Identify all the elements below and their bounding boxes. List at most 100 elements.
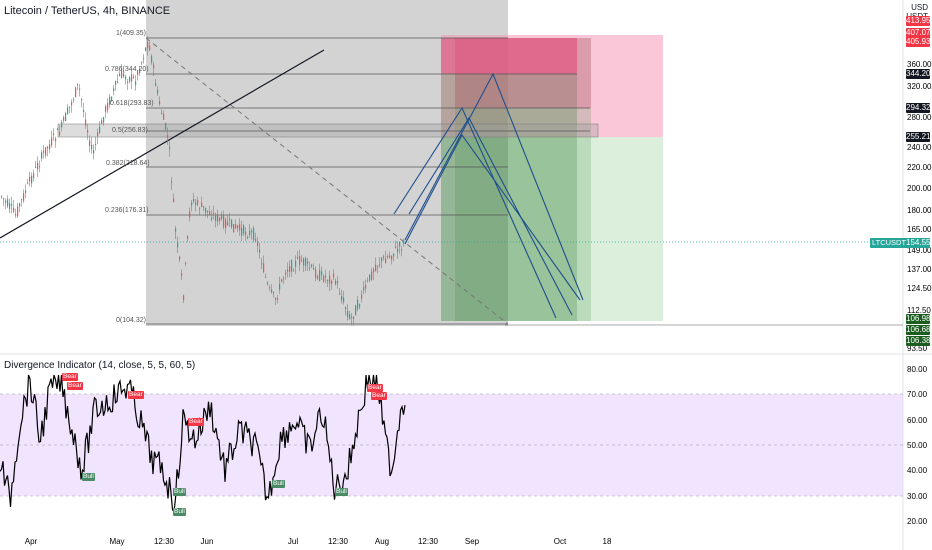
candle: [393, 253, 395, 262]
indicator-axis-label: 80.00: [907, 365, 928, 374]
candle: [227, 215, 229, 226]
candle: [383, 254, 385, 261]
price-tag: 294.32: [906, 103, 931, 113]
trendline[interactable]: [0, 49, 325, 239]
long-position-profit-zone[interactable]: [441, 137, 663, 321]
candle: [109, 94, 111, 108]
candle: [135, 75, 137, 91]
candle: [119, 70, 121, 77]
bear-badge: Bear: [367, 384, 383, 392]
candle: [69, 106, 71, 114]
candle: [275, 297, 277, 305]
candle: [95, 136, 97, 151]
date-axis-label: Sep: [465, 537, 480, 546]
symbol-title[interactable]: Litecoin / TetherUS, 4h, BINANCE: [4, 5, 171, 17]
candle: [335, 278, 337, 286]
candle: [63, 115, 65, 124]
rsi-line[interactable]: [0, 374, 406, 514]
candle: [45, 147, 47, 159]
candle: [145, 47, 147, 52]
candle: [71, 99, 73, 113]
candle: [121, 64, 123, 79]
candle: [151, 54, 153, 65]
candle: [307, 257, 309, 271]
candle: [339, 287, 341, 295]
bull-badge: Bull: [335, 488, 348, 496]
candle: [311, 263, 313, 269]
candle: [127, 78, 129, 91]
candle: [13, 200, 15, 214]
position-stop-box[interactable]: [441, 38, 577, 74]
candle: [247, 235, 249, 240]
candle: [329, 270, 331, 292]
candle: [123, 70, 125, 79]
candle: [293, 268, 295, 272]
position-stop-box-2[interactable]: [455, 38, 591, 108]
fib-level-label: 0.382(218.64): [106, 160, 150, 167]
position-overlay-1[interactable]: [441, 38, 577, 321]
candle: [31, 172, 33, 188]
candle: [17, 202, 19, 219]
indicator-title[interactable]: Divergence Indicator (14, close, 5, 5, 6…: [4, 360, 196, 371]
candle: [49, 139, 51, 153]
candle: [357, 295, 359, 312]
bull-badge: Bull: [173, 488, 186, 496]
fib-level-label: 0(104.32): [116, 317, 146, 324]
bull-badge: Bull: [82, 473, 95, 481]
candle: [355, 304, 357, 316]
candle: [245, 227, 247, 241]
candle: [57, 127, 59, 131]
candle: [189, 207, 191, 222]
candle: [391, 255, 393, 265]
candle: [317, 274, 319, 280]
candle: [163, 110, 165, 120]
fib-trend-line[interactable]: [145, 37, 509, 325]
candle: [159, 96, 161, 106]
candle: [1, 195, 3, 200]
candle: [9, 198, 11, 213]
candle: [321, 266, 323, 281]
price-tag: 344.20: [906, 69, 931, 79]
candle: [143, 54, 145, 64]
position-overlay-2[interactable]: [455, 38, 591, 321]
price-axis-label: 149.00: [907, 246, 932, 255]
candle: [263, 255, 265, 274]
candle: [319, 263, 321, 282]
price-axis-label: 165.00: [907, 225, 932, 234]
price-axis[interactable]: 360.00 320.00 280.00 240.00 220.00 200.00 180.…: [907, 60, 932, 353]
candle: [15, 208, 17, 218]
candle: [93, 144, 95, 160]
indicator-axis[interactable]: 80.00 70.00 60.00 50.00 40.00 30.00 20.00: [907, 365, 928, 526]
fib-level-label: 0.786(344.20): [105, 66, 149, 73]
date-axis-label: 12:30: [328, 537, 349, 546]
candle: [193, 192, 195, 204]
candle: [379, 257, 381, 268]
price-axis-label: 112.50: [907, 306, 931, 315]
candle: [155, 79, 157, 87]
candle: [385, 250, 387, 264]
candle: [59, 125, 61, 137]
candle: [149, 41, 151, 52]
candle: [259, 242, 261, 259]
candle: [279, 276, 281, 294]
candle: [359, 303, 361, 310]
candle: [97, 128, 99, 145]
candlestick-series[interactable]: [1, 35, 405, 326]
candle: [101, 117, 103, 125]
candle: [281, 278, 283, 283]
ticker-name: LTCUSDT: [872, 238, 907, 247]
bull-badge: Bull: [173, 508, 186, 516]
bear-badge: Bear: [128, 391, 144, 399]
candle: [325, 269, 327, 284]
projection-arrows[interactable]: [393, 72, 584, 319]
candle: [315, 266, 317, 282]
indicator-axis-label: 20.00: [907, 517, 928, 526]
candle: [397, 241, 399, 259]
candle: [381, 256, 383, 269]
candle: [107, 98, 109, 114]
candle: [201, 196, 203, 208]
date-axis[interactable]: Apr May 12:30 Jun Jul 12:30 Aug 12:30 Sep Oct 18: [25, 537, 612, 546]
candle: [389, 251, 391, 260]
